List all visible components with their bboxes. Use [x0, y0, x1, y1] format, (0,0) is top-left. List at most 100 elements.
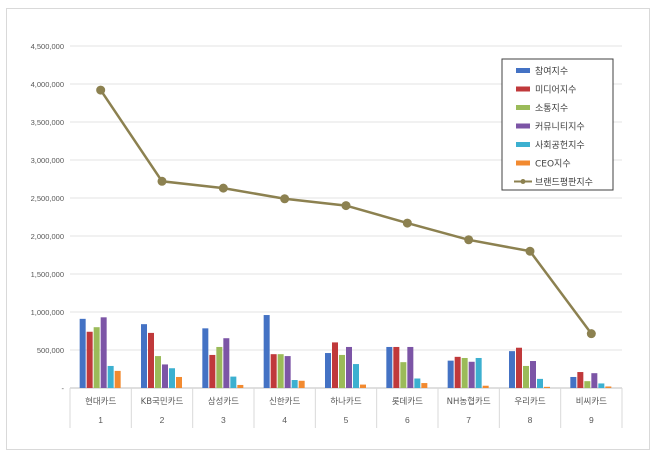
bar — [461, 357, 468, 388]
bar — [400, 362, 407, 388]
bar — [468, 361, 475, 388]
line-marker — [218, 183, 228, 193]
bar — [100, 317, 107, 388]
bar — [176, 376, 182, 388]
bar — [523, 365, 529, 388]
legend-swatch — [516, 123, 530, 129]
y-tick-label: 1,500,000 — [31, 270, 64, 279]
legend-label: CEO지수 — [535, 159, 571, 170]
y-axis: - 500,000 1,000,000 1,500,000 2,000,000 2,500… — [31, 42, 65, 393]
x-category-label: 현대카드 — [85, 397, 116, 407]
bar — [155, 356, 161, 388]
line-marker — [280, 194, 290, 204]
y-tick-label: 2,000,000 — [31, 232, 64, 241]
y-tick-label: 4,000,000 — [31, 80, 64, 89]
line-marker — [96, 85, 106, 95]
bar — [141, 324, 147, 388]
bar — [386, 346, 393, 388]
x-rank-label: 6 — [405, 415, 410, 425]
bar — [353, 364, 359, 388]
bar — [263, 315, 270, 388]
bar — [537, 378, 543, 388]
legend-swatch — [516, 68, 530, 73]
legend-swatch — [516, 86, 530, 92]
bar — [107, 365, 114, 388]
x-rank-label: 1 — [98, 415, 103, 425]
x-rank-label: 8 — [528, 415, 533, 425]
bar — [421, 383, 428, 388]
bar — [577, 372, 584, 388]
bar — [530, 361, 536, 388]
bar — [544, 386, 550, 388]
bar — [509, 351, 515, 388]
y-tick-label: 2,500,000 — [31, 194, 64, 203]
x-category-label: NH농협카드 — [447, 396, 491, 407]
bar — [605, 386, 612, 388]
x-rank-label: 2 — [160, 415, 165, 425]
bar — [584, 381, 591, 388]
x-category-label: KB국민카드 — [141, 396, 184, 407]
bar — [325, 353, 331, 388]
bar — [223, 338, 230, 388]
bar — [516, 347, 522, 388]
bar — [291, 380, 298, 388]
bar — [346, 346, 352, 388]
y-tick-label: 1,000,000 — [31, 308, 64, 317]
legend-label: 브랜드평판지수 — [535, 177, 593, 188]
legend-label: 커뮤니티지수 — [535, 122, 585, 133]
bar — [482, 385, 489, 388]
x-rank-label: 3 — [221, 415, 226, 425]
bar — [298, 380, 305, 388]
y-tick-label: 4,500,000 — [31, 42, 64, 51]
bar-series — [79, 315, 612, 388]
bar — [86, 331, 93, 388]
bar — [148, 332, 154, 388]
bar — [454, 356, 461, 388]
bar — [407, 346, 414, 388]
bar — [237, 384, 244, 388]
legend-label: 사회공헌지수 — [535, 140, 585, 151]
x-rank-label: 4 — [282, 415, 287, 425]
x-rank-label: 5 — [344, 415, 349, 425]
line-marker — [157, 176, 167, 186]
line-marker — [525, 246, 535, 256]
bar — [277, 354, 284, 388]
y-tick-label: 3,500,000 — [31, 118, 64, 127]
bar — [598, 383, 605, 388]
legend-marker — [520, 179, 526, 184]
x-category-label: 롯데카드 — [392, 397, 423, 407]
x-category-label: 우리카드 — [514, 397, 545, 407]
legend-swatch — [516, 142, 530, 147]
legend-label: 참여지수 — [535, 65, 568, 77]
x-axis: 현대카드 1 KB국민카드 2 삼성카드 3 신한카드 4 하나카드 5 롯데카드 6 NH농협카드 7 우… — [69, 388, 623, 428]
x-category-label: 신한카드 — [269, 397, 300, 407]
y-tick-label: 3,000,000 — [31, 156, 64, 165]
bar — [332, 342, 338, 388]
bar — [475, 357, 482, 388]
x-rank-label: 7 — [466, 415, 471, 425]
line-marker — [464, 235, 474, 245]
y-tick-label: - — [62, 384, 65, 393]
line-marker — [586, 329, 596, 339]
bar — [202, 328, 209, 388]
bar — [393, 346, 400, 388]
legend-swatch — [516, 105, 530, 110]
bar — [447, 360, 454, 388]
x-category-label: 삼성카드 — [208, 396, 239, 407]
x-rank-label: 9 — [589, 415, 594, 425]
line-marker — [341, 201, 351, 211]
legend-label: 소통지수 — [535, 103, 568, 114]
bar — [360, 384, 366, 388]
bar — [339, 354, 345, 388]
bar — [93, 327, 100, 388]
bar — [230, 376, 237, 388]
bar — [414, 378, 421, 388]
bar — [270, 354, 277, 388]
bar — [591, 373, 598, 388]
line-marker — [402, 218, 412, 228]
y-tick-label: 500,000 — [37, 346, 64, 355]
bar — [570, 376, 577, 388]
bar — [284, 356, 291, 388]
